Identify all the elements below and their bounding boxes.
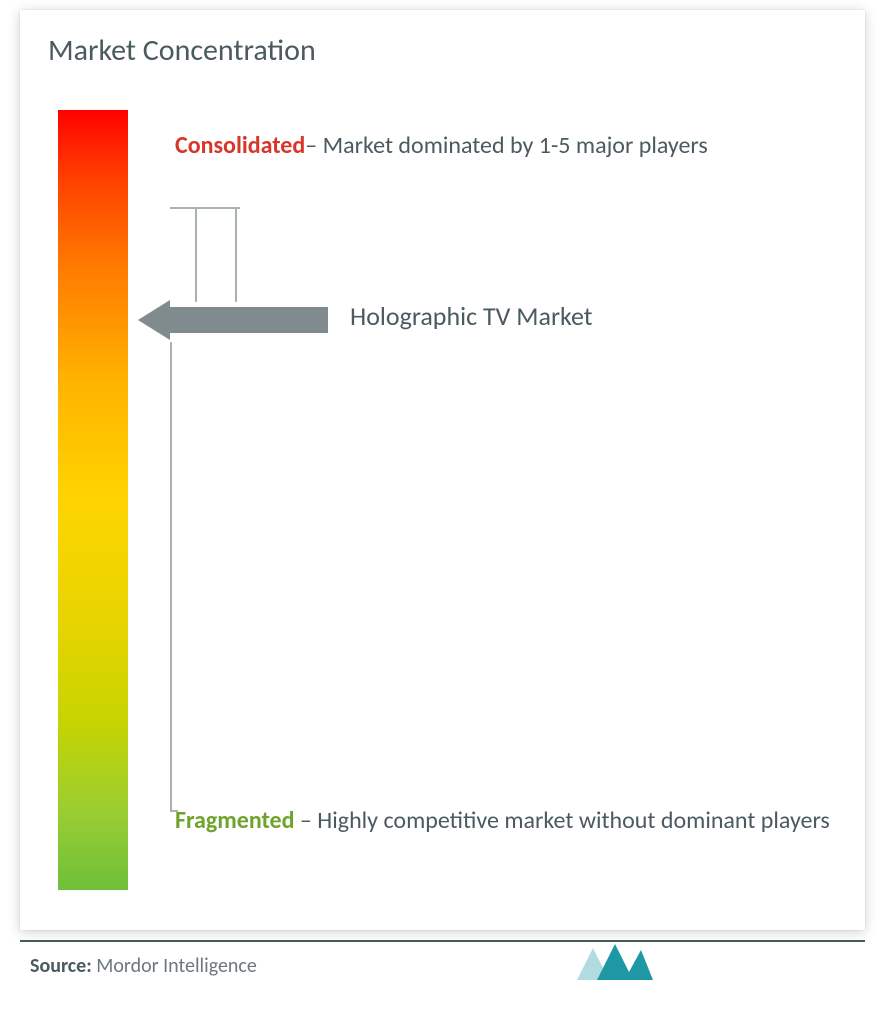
- card-title: Market Concentration: [48, 32, 316, 69]
- source-name: Mordor Intelligence: [96, 954, 257, 978]
- mordor-logo-icon: [575, 940, 655, 985]
- fragmented-block: Fragmented – Highly competitive market w…: [175, 795, 855, 848]
- connector-line: [170, 207, 240, 209]
- fragmented-label: Fragmented: [175, 806, 295, 835]
- market-arrow: [138, 300, 328, 340]
- arrow-shaft: [168, 307, 328, 333]
- fragmented-desc: – Highly competitive market without domi…: [295, 806, 830, 835]
- source-line: Source: Mordor Intelligence: [30, 954, 257, 978]
- consolidated-desc: – Market dominated by 1-5 major players: [305, 131, 708, 160]
- connector-line: [170, 342, 172, 812]
- connector-line: [235, 207, 237, 302]
- consolidated-block: Consolidated– Market dominated by 1-5 ma…: [175, 120, 855, 173]
- gradient-scale: [58, 110, 128, 890]
- source-prefix: Source:: [30, 954, 92, 978]
- arrow-head-icon: [138, 300, 170, 340]
- market-pointer-label: Holographic TV Market: [350, 300, 593, 332]
- concentration-card: Market Concentration Consolidated– Marke…: [20, 10, 865, 930]
- footer-divider: [20, 940, 865, 942]
- consolidated-label: Consolidated: [175, 131, 305, 160]
- connector-line: [195, 207, 197, 302]
